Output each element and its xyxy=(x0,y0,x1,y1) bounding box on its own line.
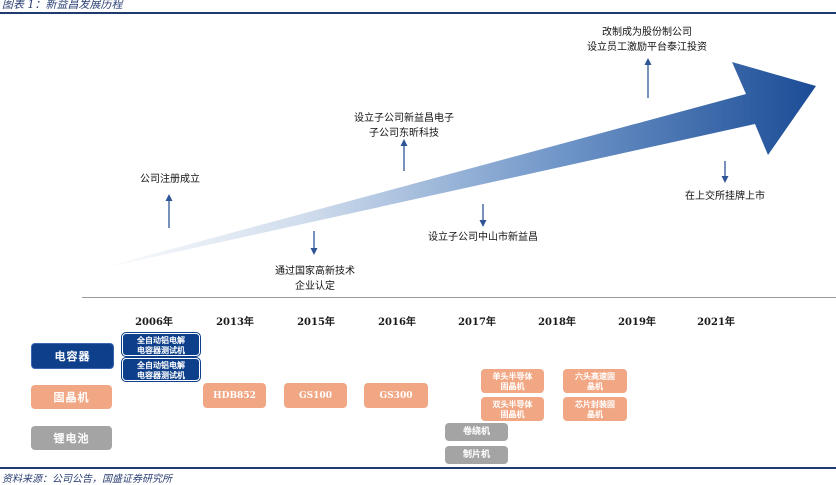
year-label: 2018年 xyxy=(538,317,576,328)
category-lithium-battery: 锂电池 xyxy=(31,426,112,450)
year-label: 2006年 xyxy=(135,317,173,328)
product-tab-cutting-machine: 制片机 xyxy=(445,446,508,464)
bottom-rule xyxy=(0,467,836,469)
product-capacitor-tester: 全自动铝电解 电容器测试机 xyxy=(122,358,200,381)
year-label: 2013年 xyxy=(216,317,254,328)
product-chip-packaging-bonder: 芯片封装固 晶机 xyxy=(563,397,627,421)
event-zhongshan-subsidiary: 设立子公司中山市新益昌 xyxy=(428,232,538,243)
event-joint-stock-reform: 改制成为股份制公司 设立员工激励平台泰江投资 xyxy=(587,27,707,53)
top-rule xyxy=(0,12,836,14)
event-founding: 公司注册成立 xyxy=(140,174,200,185)
product-hdb852: HDB852 xyxy=(203,383,266,408)
product-gs100: GS100 xyxy=(284,383,347,408)
figure-title: 图表 1：新益昌发展历程 xyxy=(2,0,123,11)
growth-arrow xyxy=(90,58,816,271)
event-hightech-certification: 通过国家高新技术 企业认定 xyxy=(275,266,355,292)
product-winding-machine: 卷绕机 xyxy=(445,423,508,441)
category-die-bonder: 固晶机 xyxy=(31,385,112,409)
category-capacitor: 电容器 xyxy=(31,343,114,369)
product-single-head-bonder: 单头半导体 固晶机 xyxy=(481,369,544,393)
year-label: 2015年 xyxy=(297,317,335,328)
year-label: 2021年 xyxy=(697,317,735,328)
product-dual-head-bonder: 双头半导体 固晶机 xyxy=(481,397,544,421)
event-ipo-listing: 在上交所挂牌上市 xyxy=(685,191,765,202)
timeline-axis xyxy=(82,297,836,298)
source-note: 资料来源：公司公告，国盛证券研究所 xyxy=(2,474,172,485)
product-gs300: GS300 xyxy=(364,383,428,408)
year-label: 2017年 xyxy=(458,317,496,328)
year-label: 2019年 xyxy=(618,317,656,328)
product-six-head-bonder: 六头高速固 晶机 xyxy=(563,369,627,393)
event-pointers xyxy=(165,58,729,255)
product-capacitor-tester: 全自动铝电解 电容器测试机 xyxy=(122,333,200,356)
growth-arrow-shape xyxy=(90,62,816,271)
year-label: 2016年 xyxy=(378,317,416,328)
event-subsidiaries-setup: 设立子公司新益昌电子 子公司东昕科技 xyxy=(354,113,454,139)
